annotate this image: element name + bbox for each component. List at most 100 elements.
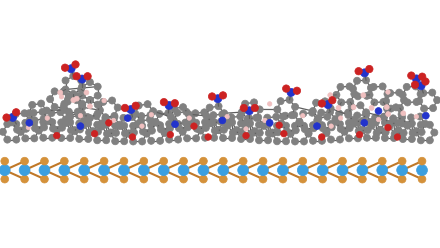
Circle shape xyxy=(291,111,298,118)
Circle shape xyxy=(132,102,139,109)
Circle shape xyxy=(337,83,344,91)
Circle shape xyxy=(205,134,211,140)
Circle shape xyxy=(379,83,386,90)
Circle shape xyxy=(174,109,181,116)
Circle shape xyxy=(211,127,218,134)
Circle shape xyxy=(138,113,145,120)
Circle shape xyxy=(116,123,123,130)
Circle shape xyxy=(62,120,70,126)
Circle shape xyxy=(0,128,7,135)
Circle shape xyxy=(296,118,303,125)
Circle shape xyxy=(238,128,246,135)
Circle shape xyxy=(178,165,189,176)
Circle shape xyxy=(75,112,82,119)
Circle shape xyxy=(53,126,60,133)
Circle shape xyxy=(116,121,123,128)
Circle shape xyxy=(62,77,69,84)
Circle shape xyxy=(309,122,316,129)
Circle shape xyxy=(356,131,363,138)
Circle shape xyxy=(1,157,9,165)
Circle shape xyxy=(354,112,361,119)
Circle shape xyxy=(94,83,101,90)
Circle shape xyxy=(161,129,168,137)
Circle shape xyxy=(339,175,346,183)
Circle shape xyxy=(246,120,253,127)
Circle shape xyxy=(180,175,187,183)
Circle shape xyxy=(332,116,339,123)
Circle shape xyxy=(238,135,245,143)
Circle shape xyxy=(71,127,78,134)
Circle shape xyxy=(277,98,284,105)
Circle shape xyxy=(384,91,391,97)
Circle shape xyxy=(310,125,317,132)
Circle shape xyxy=(282,138,290,145)
Circle shape xyxy=(220,134,227,142)
Circle shape xyxy=(314,117,321,124)
Circle shape xyxy=(429,89,436,96)
Circle shape xyxy=(363,111,370,118)
Circle shape xyxy=(158,165,169,176)
Circle shape xyxy=(390,119,397,126)
Circle shape xyxy=(26,118,33,124)
Circle shape xyxy=(150,108,157,115)
Circle shape xyxy=(240,104,247,112)
Circle shape xyxy=(266,119,273,126)
Circle shape xyxy=(21,157,29,165)
Circle shape xyxy=(269,129,276,136)
Circle shape xyxy=(404,122,411,129)
Circle shape xyxy=(81,157,88,165)
Circle shape xyxy=(78,114,83,118)
Circle shape xyxy=(121,138,128,145)
Circle shape xyxy=(60,157,68,165)
Circle shape xyxy=(426,121,433,128)
Circle shape xyxy=(404,99,411,106)
Circle shape xyxy=(102,98,106,103)
Circle shape xyxy=(418,157,426,165)
Circle shape xyxy=(367,84,374,91)
Circle shape xyxy=(225,115,229,119)
Circle shape xyxy=(86,96,93,104)
Circle shape xyxy=(422,120,429,127)
Circle shape xyxy=(339,157,346,165)
Circle shape xyxy=(160,98,168,106)
Circle shape xyxy=(171,99,179,107)
Circle shape xyxy=(112,122,119,129)
Circle shape xyxy=(158,126,165,133)
Circle shape xyxy=(242,120,249,127)
Circle shape xyxy=(210,134,218,141)
Circle shape xyxy=(420,90,427,96)
Circle shape xyxy=(152,119,159,126)
Circle shape xyxy=(57,109,64,116)
Circle shape xyxy=(215,127,222,134)
Circle shape xyxy=(19,165,30,176)
Circle shape xyxy=(386,123,393,130)
Circle shape xyxy=(361,93,366,98)
Circle shape xyxy=(109,97,116,104)
Circle shape xyxy=(246,135,253,143)
Circle shape xyxy=(86,79,93,86)
Circle shape xyxy=(417,91,424,97)
Circle shape xyxy=(228,134,235,142)
Circle shape xyxy=(386,90,390,94)
Circle shape xyxy=(401,111,406,116)
Circle shape xyxy=(329,96,336,104)
Circle shape xyxy=(31,135,38,142)
Circle shape xyxy=(220,175,227,183)
Circle shape xyxy=(191,123,197,129)
Circle shape xyxy=(40,124,48,131)
Circle shape xyxy=(129,113,136,121)
Circle shape xyxy=(67,119,74,126)
Circle shape xyxy=(26,119,33,126)
Circle shape xyxy=(130,138,137,145)
Circle shape xyxy=(305,129,312,137)
Circle shape xyxy=(198,165,209,176)
Circle shape xyxy=(48,110,55,117)
Circle shape xyxy=(183,108,190,115)
Circle shape xyxy=(400,135,407,143)
Circle shape xyxy=(134,121,141,128)
Circle shape xyxy=(12,111,19,118)
Circle shape xyxy=(319,157,326,165)
Circle shape xyxy=(259,175,267,183)
Circle shape xyxy=(279,157,287,165)
Circle shape xyxy=(395,128,402,135)
